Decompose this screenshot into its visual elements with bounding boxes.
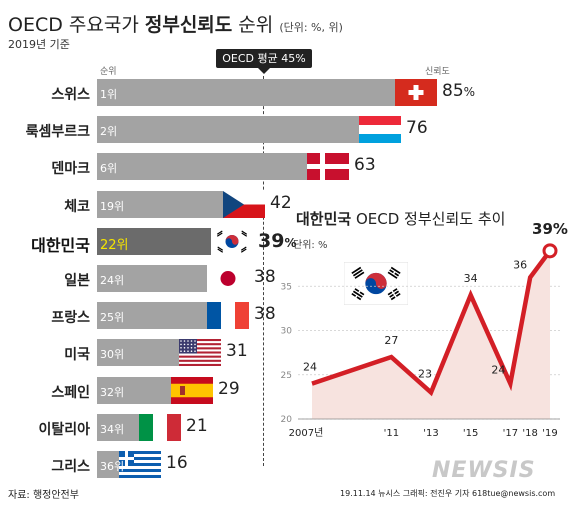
- country-label: 스페인: [51, 384, 90, 401]
- bar: [97, 227, 211, 255]
- x-tick-label: '11: [384, 428, 399, 439]
- bar: [97, 79, 395, 106]
- bar: [97, 265, 207, 292]
- data-label: 34: [464, 272, 478, 285]
- japan-flag-icon: [207, 265, 249, 292]
- country-label: 미국: [64, 347, 90, 364]
- year-note: 2019년 기준: [8, 38, 70, 51]
- value-label: 76: [406, 118, 428, 139]
- value-label: 38: [254, 267, 276, 287]
- rank-label: 32위: [100, 385, 125, 399]
- data-label: 24: [303, 361, 317, 374]
- bar: [97, 116, 359, 144]
- country-label: 룩셈부르크: [25, 124, 90, 141]
- value-label: 16: [166, 453, 188, 473]
- rank-label: 1위: [100, 88, 118, 101]
- country-label: 스위스: [51, 87, 90, 103]
- x-tick-label: '13: [423, 428, 438, 439]
- rank-label: 25위: [100, 311, 125, 325]
- country-label: 이탈리아: [38, 421, 90, 438]
- rank-label: 30위: [100, 348, 125, 362]
- credit-note: 19.11.14 뉴시스 그래픽: 전진우 기자 618tue@newsis.c…: [340, 489, 556, 498]
- newsis-watermark: NEWSIS: [432, 458, 536, 483]
- rank-header: 순위: [100, 67, 117, 77]
- rank-label: 22위: [100, 237, 129, 253]
- oecd-average-label: OECD 평균 45%: [216, 49, 312, 74]
- value-label: 29: [218, 378, 240, 399]
- bar: [97, 451, 119, 478]
- switzerland-flag-icon: [395, 79, 437, 106]
- rank-label: 2위: [100, 125, 118, 139]
- trend-title: 대한민국 OECD 정부신뢰도 추이: [296, 210, 506, 228]
- greece-flag-icon: [119, 451, 161, 478]
- data-label: 23: [418, 367, 432, 380]
- value-label: 31: [226, 341, 248, 362]
- y-tick-label: 20: [281, 415, 293, 425]
- value-label: 38: [254, 304, 276, 325]
- data-label: 39%: [532, 220, 568, 238]
- bar: [97, 376, 171, 404]
- oecd-average-line: [263, 76, 264, 466]
- bar: [97, 153, 307, 181]
- data-label: 36: [513, 258, 527, 271]
- rank-label: 6위: [100, 162, 118, 176]
- country-label: 체코: [64, 198, 90, 215]
- country-label: 대한민국: [31, 235, 90, 255]
- trend-unit: 단위: %: [293, 240, 328, 251]
- trend-area: [312, 250, 550, 419]
- value-label: 21: [186, 415, 208, 436]
- korea-flag-icon: [211, 227, 253, 255]
- source-note: 자료: 행정안전부: [8, 490, 79, 501]
- country-label: 프랑스: [51, 310, 90, 327]
- trend-endpoint: [542, 243, 558, 259]
- rank-label: 19위: [100, 199, 125, 213]
- data-label: 27: [384, 334, 398, 347]
- rank-label: 34위: [100, 422, 125, 436]
- data-label: 24: [491, 364, 505, 377]
- value-label: 42: [270, 192, 292, 213]
- x-tick-label: '18: [522, 428, 537, 439]
- rank-label: 36위: [100, 460, 125, 473]
- y-tick-label: 25: [281, 371, 292, 381]
- denmark-flag-icon: [307, 153, 349, 181]
- y-tick-label: 30: [281, 327, 293, 337]
- x-tick-label: '15: [463, 428, 478, 439]
- spain-flag-icon: [171, 376, 213, 404]
- czech-flag-icon: [223, 190, 265, 218]
- france-flag-icon: [207, 302, 249, 330]
- italy-flag-icon: [139, 413, 181, 441]
- country-label: 덴마크: [51, 161, 90, 178]
- bar: [97, 302, 207, 330]
- bar: [97, 190, 223, 218]
- x-tick-label: '17: [503, 428, 518, 439]
- korea-flag-icon: [344, 262, 408, 305]
- value-label: 85%: [442, 81, 476, 101]
- rank-label: 24위: [100, 274, 125, 287]
- x-tick-label: 2007년: [289, 427, 324, 439]
- value-label: 39%: [258, 229, 297, 252]
- bar: [97, 339, 179, 367]
- y-tick-label: 35: [281, 282, 292, 292]
- chart-title: OECD 주요국가 정부신뢰도 순위 (단위: %, 위): [8, 14, 343, 36]
- trust-header: 신뢰도: [425, 67, 450, 77]
- usa-flag-icon: [179, 339, 221, 367]
- country-label: 일본: [64, 273, 90, 289]
- bar: [97, 413, 139, 441]
- value-label: 63: [354, 155, 376, 176]
- x-tick-label: '19: [542, 428, 557, 439]
- luxembourg-flag-icon: [359, 116, 401, 144]
- trend-line: [311, 249, 552, 397]
- country-label: 그리스: [51, 459, 90, 475]
